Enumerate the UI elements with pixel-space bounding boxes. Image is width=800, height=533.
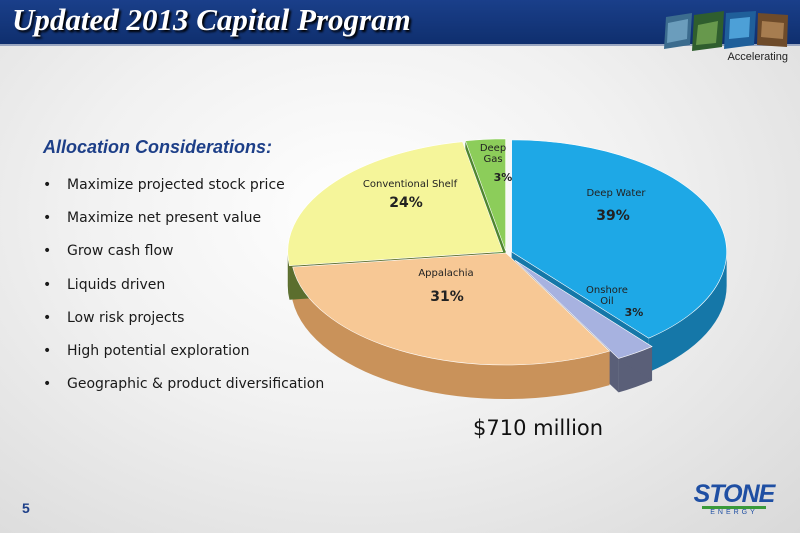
allocation-heading: Allocation Considerations: bbox=[43, 137, 273, 157]
bullet-list: • Maximize projected stock price • Maximiz… bbox=[43, 172, 324, 404]
bullet-item: • Grow cash flow bbox=[43, 238, 324, 271]
stone-energy-logo: STONE ENERGY bbox=[692, 480, 776, 520]
pie-slice bbox=[292, 252, 611, 366]
bullet-item: • Low risk projects bbox=[43, 305, 324, 338]
slice-name-label: Conventional Shelf bbox=[363, 179, 458, 190]
header-image-tiles bbox=[664, 11, 788, 51]
slice-value-label: 39% bbox=[596, 208, 630, 224]
bullet-glyph: • bbox=[43, 309, 52, 326]
bullet-glyph: • bbox=[43, 276, 52, 293]
tile-3 bbox=[724, 11, 756, 49]
bullet-item: • Geographic & product diversification bbox=[43, 371, 324, 404]
logo-subtext: ENERGY bbox=[710, 509, 758, 516]
bullet-text: Grow cash flow bbox=[67, 243, 174, 260]
slice-value-label: 3% bbox=[625, 306, 644, 319]
pie-slice bbox=[514, 260, 653, 359]
pie-slice bbox=[287, 141, 504, 267]
tile-2 bbox=[692, 11, 724, 51]
bullet-glyph: • bbox=[43, 177, 52, 193]
bullet-item: • High potential exploration bbox=[43, 338, 324, 371]
bullet-text: Maximize projected stock price bbox=[67, 177, 285, 193]
bullet-text: High potential exploration bbox=[67, 342, 250, 359]
bullet-glyph: • bbox=[43, 243, 52, 260]
slice-name-label: Deep Gas bbox=[480, 143, 506, 165]
slice-name-label: Onshore Oil bbox=[586, 285, 628, 307]
logo-underline bbox=[702, 506, 766, 509]
bullet-glyph: • bbox=[43, 376, 52, 393]
bullet-text: Low risk projects bbox=[67, 309, 185, 326]
page-number: 5 bbox=[22, 500, 30, 516]
slice-name-label: Appalachia bbox=[418, 268, 473, 279]
title-rule bbox=[0, 44, 800, 46]
bullet-text: Geographic & product diversification bbox=[67, 376, 325, 393]
pie-slice bbox=[511, 139, 727, 339]
slide-title: Updated 2013 Capital Program bbox=[12, 2, 411, 37]
pie-tops bbox=[287, 138, 727, 366]
bullet-text: Maximize net present value bbox=[67, 210, 262, 227]
tile-1 bbox=[664, 13, 692, 49]
pie-slice-wall bbox=[292, 267, 610, 400]
tagline: Accelerating bbox=[727, 51, 788, 63]
slice-value-label: 31% bbox=[430, 289, 464, 305]
pie-slice-wall bbox=[648, 251, 727, 373]
bullet-item: • Maximize net present value bbox=[43, 205, 324, 238]
slice-value-label: 24% bbox=[389, 195, 423, 211]
slice-name-label: Deep Water bbox=[586, 188, 646, 199]
pie-slice bbox=[464, 138, 506, 251]
bullet-item: • Maximize projected stock price bbox=[43, 172, 324, 205]
logo-wordmark: STONE bbox=[693, 480, 776, 508]
bullet-item: • Liquids driven bbox=[43, 272, 324, 305]
tile-4 bbox=[757, 13, 788, 47]
bullet-glyph: • bbox=[43, 342, 52, 359]
slice-value-label: 3% bbox=[494, 171, 513, 184]
bullet-glyph: • bbox=[43, 210, 52, 227]
bullet-text: Liquids driven bbox=[67, 276, 166, 293]
total-amount: $710 million bbox=[473, 416, 604, 440]
pie-slice-wall bbox=[287, 251, 290, 300]
